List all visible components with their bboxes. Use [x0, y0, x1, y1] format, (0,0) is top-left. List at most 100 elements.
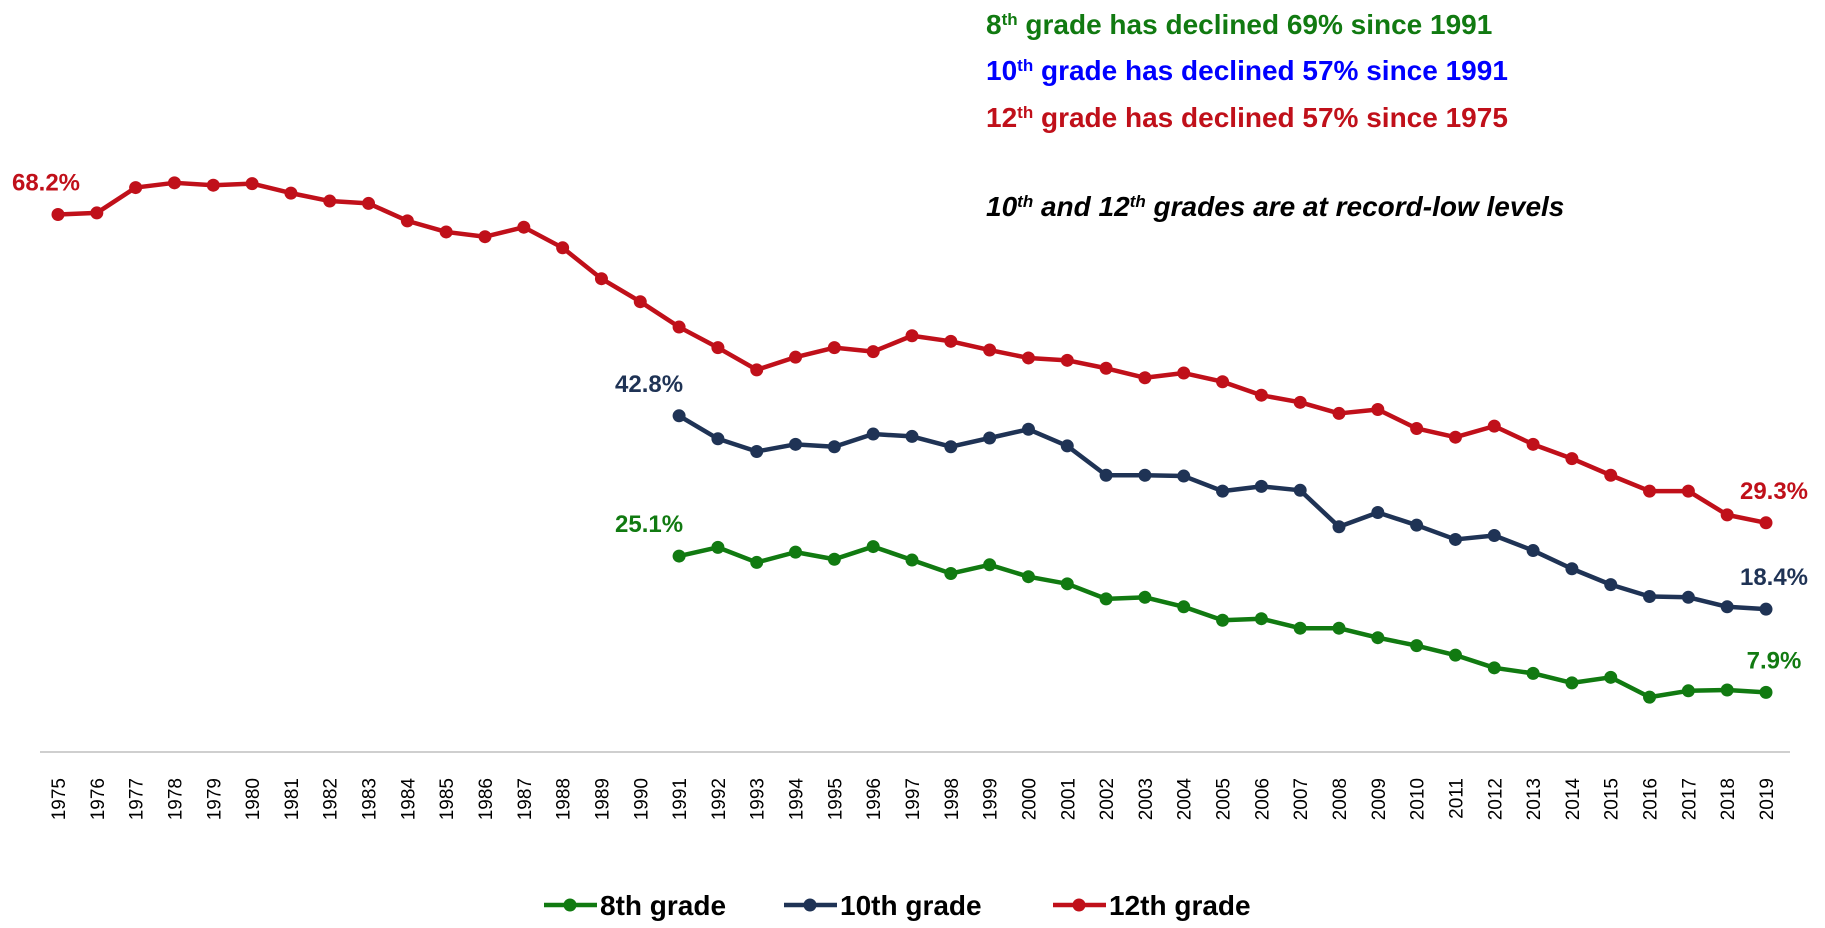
data-point: [711, 432, 725, 446]
data-label: 68.2%: [12, 170, 80, 197]
x-tick-label: 2015: [1602, 778, 1623, 820]
data-point: [1021, 351, 1035, 365]
x-tick-label: 2009: [1369, 778, 1390, 820]
data-point: [1643, 590, 1657, 603]
x-tick-label: 2013: [1524, 778, 1545, 820]
data-point: [983, 558, 997, 572]
data-point: [1138, 468, 1152, 482]
data-point: [1604, 468, 1618, 482]
data-label: 29.3%: [1740, 478, 1808, 505]
x-tick-label: 2011: [1446, 778, 1467, 819]
data-point: [1448, 532, 1462, 546]
data-point: [1487, 661, 1501, 675]
data-point: [789, 350, 803, 364]
data-point: [1448, 648, 1462, 662]
data-point: [439, 225, 453, 239]
data-point: [944, 334, 958, 348]
data-point: [1099, 468, 1113, 482]
data-point: [944, 567, 958, 581]
data-point: [1254, 612, 1268, 626]
x-tick-label: 1990: [631, 778, 652, 820]
data-point: [633, 295, 647, 309]
data-point: [1293, 483, 1307, 497]
data-point: [1060, 439, 1074, 453]
series-line: [677, 413, 1767, 612]
x-tick-label: 1975: [49, 778, 70, 820]
x-tick-label: 1982: [321, 778, 342, 820]
annotation-part: th: [1017, 103, 1033, 122]
data-point: [1643, 484, 1657, 498]
data-point: [1060, 353, 1074, 367]
data-point: [1254, 388, 1268, 402]
x-tick-label: 1998: [942, 778, 963, 820]
x-tick-label: 1977: [127, 778, 148, 820]
series-line: [57, 180, 1767, 526]
data-point: [1138, 371, 1152, 385]
x-tick-label: 2001: [1058, 778, 1079, 820]
data-point: [1565, 452, 1579, 466]
x-tick-label: 1987: [515, 778, 536, 820]
annotation: 10th grade has declined 57% since 1991: [986, 55, 1508, 86]
data-point: [1371, 505, 1385, 519]
x-tick-label: 2007: [1291, 778, 1312, 820]
x-tick-label: 2006: [1252, 778, 1273, 820]
data-point: [1681, 684, 1695, 698]
annotation-part: th: [1130, 192, 1146, 211]
data-point: [983, 343, 997, 357]
x-tick-label: 2017: [1679, 778, 1700, 820]
data-point: [167, 176, 181, 190]
x-tick-label: 1986: [476, 778, 497, 820]
data-label: 42.8%: [615, 371, 683, 398]
data-point: [866, 345, 880, 359]
data-point: [1526, 544, 1540, 558]
annotation: 12th grade has declined 57% since 1975: [986, 102, 1508, 133]
x-tick-label: 2012: [1485, 778, 1506, 820]
data-point: [827, 440, 841, 454]
legend-marker: [563, 898, 577, 912]
data-point: [711, 540, 725, 554]
x-tick-label: 1981: [282, 778, 303, 820]
data-point: [1216, 484, 1230, 498]
x-tick-label: 2018: [1718, 778, 1739, 820]
data-point: [1138, 590, 1152, 604]
data-label: 18.4%: [1740, 564, 1808, 591]
data-point: [1720, 600, 1734, 614]
data-point: [866, 427, 880, 441]
annotation-part: grade has declined 69% since 1991: [1018, 9, 1493, 40]
data-point: [1099, 592, 1113, 606]
legend-marker: [803, 898, 817, 912]
x-tick-label: 1989: [592, 778, 613, 820]
data-label: 25.1%: [615, 511, 683, 538]
data-point: [1720, 683, 1734, 697]
data-point: [1021, 422, 1035, 436]
x-tick-label: 1976: [88, 778, 109, 820]
x-tick-label: 2003: [1136, 778, 1157, 820]
data-point: [1759, 516, 1773, 530]
annotation-part: 12: [986, 102, 1017, 133]
data-point: [245, 177, 259, 191]
legend-marker: [1072, 898, 1086, 912]
data-point: [983, 431, 997, 445]
x-tick-label: 1983: [360, 778, 381, 820]
data-point: [284, 186, 298, 200]
annotation-part: th: [1017, 56, 1033, 75]
x-tick-label: 1996: [864, 778, 885, 820]
data-point: [827, 552, 841, 566]
data-point: [1177, 469, 1191, 483]
x-tick-label: 1979: [204, 778, 225, 820]
data-point: [1332, 406, 1346, 420]
x-tick-label: 1993: [748, 778, 769, 820]
x-tick-label: 2008: [1330, 778, 1351, 820]
data-point: [594, 272, 608, 286]
data-point: [1254, 479, 1268, 493]
data-label: 7.9%: [1747, 647, 1802, 674]
data-point: [711, 341, 725, 355]
annotation-part: th: [1002, 10, 1018, 29]
data-point: [1293, 395, 1307, 409]
data-point: [789, 545, 803, 559]
x-tick-label: 2016: [1641, 778, 1662, 820]
data-point: [905, 329, 919, 343]
x-tick-label: 2014: [1563, 778, 1584, 821]
data-point: [1487, 528, 1501, 542]
